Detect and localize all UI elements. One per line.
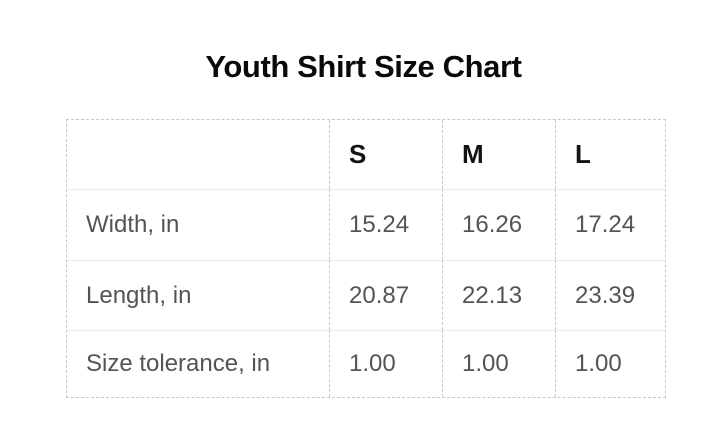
row-label-size-tolerance: Size tolerance, in: [67, 330, 329, 397]
value-cell-tolerance-m: 1.00: [442, 330, 555, 397]
row-label-length: Length, in: [67, 260, 329, 330]
column-header-s: S: [329, 120, 442, 189]
corner-cell: [67, 120, 329, 189]
value-cell-width-s: 15.24: [329, 189, 442, 260]
value-cell-width-m: 16.26: [442, 189, 555, 260]
column-header-l: L: [555, 120, 665, 189]
page-title: Youth Shirt Size Chart: [205, 49, 522, 84]
row-label-width: Width, in: [67, 189, 329, 260]
column-header-m: M: [442, 120, 555, 189]
size-chart-table: S M L Width, in 15.24 16.26 17.24 Length…: [66, 119, 666, 398]
value-cell-length-l: 23.39: [555, 260, 665, 330]
value-cell-length-s: 20.87: [329, 260, 442, 330]
value-cell-tolerance-l: 1.00: [555, 330, 665, 397]
value-cell-width-l: 17.24: [555, 189, 665, 260]
value-cell-length-m: 22.13: [442, 260, 555, 330]
value-cell-tolerance-s: 1.00: [329, 330, 442, 397]
